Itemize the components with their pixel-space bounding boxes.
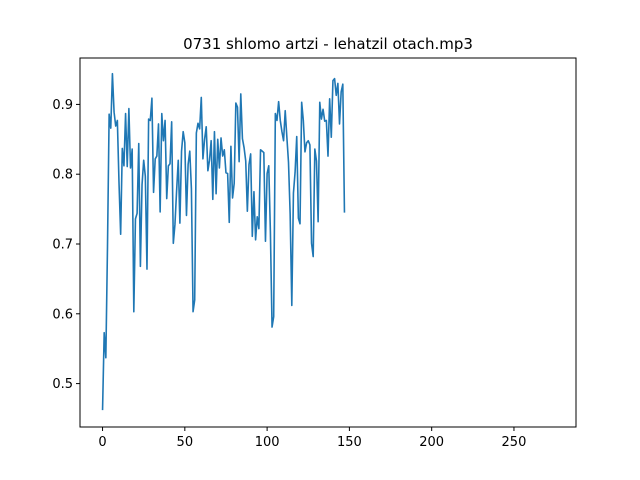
chart-title: 0731 shlomo artzi - lehatzil otach.mp3 xyxy=(183,35,473,53)
axes-frame xyxy=(79,57,577,428)
x-tick-label: 150 xyxy=(337,435,362,450)
plot-area xyxy=(101,72,346,411)
x-tick-label: 250 xyxy=(502,435,527,450)
y-tick-label: 0.8 xyxy=(52,168,73,183)
x-axis: 0 50 100 150 200 250 xyxy=(98,427,526,450)
y-axis: 0.5 0.6 0.7 0.8 0.9 xyxy=(52,98,80,392)
y-tick-label: 0.9 xyxy=(52,98,73,113)
x-tick-label: 100 xyxy=(255,435,280,450)
x-tick-label: 50 xyxy=(177,435,194,450)
x-tick-label: 0 xyxy=(98,435,106,450)
y-tick-label: 0.6 xyxy=(52,307,73,322)
y-tick-label: 0.7 xyxy=(52,238,73,253)
y-tick-label: 0.5 xyxy=(52,377,73,392)
series-line-0 xyxy=(101,72,346,411)
x-tick-label: 200 xyxy=(419,435,444,450)
